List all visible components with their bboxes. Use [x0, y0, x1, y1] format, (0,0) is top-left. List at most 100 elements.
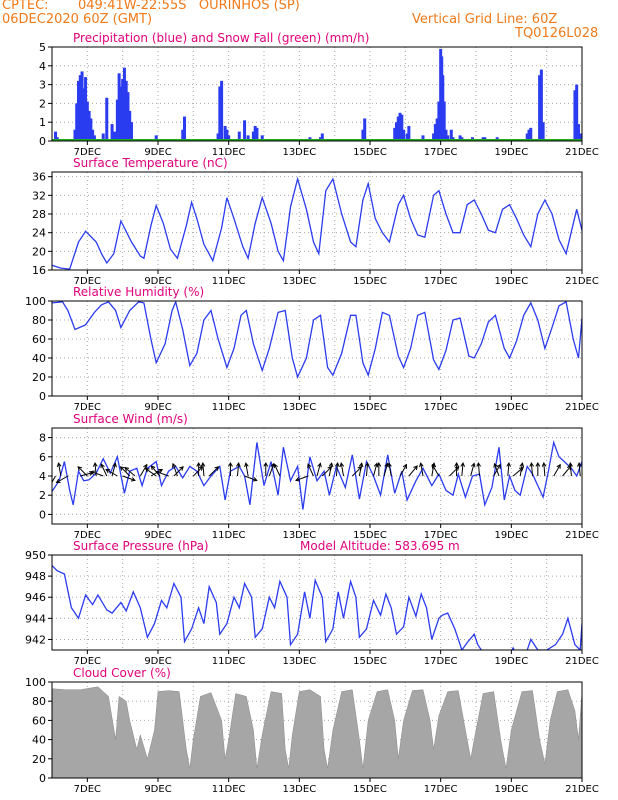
temp-panel	[48, 171, 583, 274]
precip-bar	[541, 122, 545, 141]
wind-wind-arrow	[77, 466, 88, 477]
wind-wind-arrow-head	[252, 477, 258, 482]
rh-xtick-label: 19DEC	[494, 402, 528, 413]
wind-xtick-label: 19DEC	[494, 530, 528, 541]
precip-panel	[48, 46, 583, 145]
precip-xtick-label: 7DEC	[74, 147, 101, 158]
precip-bar	[78, 75, 82, 141]
precip-bar	[119, 86, 123, 141]
wind-wind-arrow	[172, 463, 178, 477]
wind-wind-arrow	[470, 463, 475, 477]
wind-wind-arrow-head	[413, 465, 418, 471]
wind-wind-arrow-head	[198, 466, 204, 471]
temp-ytick-label: 16	[32, 264, 46, 277]
cloud-xtick-label: 13DEC	[282, 784, 316, 795]
temp-xtick-label: 9DEC	[144, 276, 171, 287]
wind-xtick-label: 9DEC	[144, 530, 171, 541]
precip-bar	[82, 88, 86, 141]
precip-bar	[218, 86, 222, 141]
temp-xtick-label: 19DEC	[494, 276, 528, 287]
precip-bar	[80, 71, 84, 141]
rh-ytick-label: 100	[25, 295, 46, 308]
wind-wind-arrow-head	[470, 462, 476, 468]
wind-wind-arrow	[373, 463, 378, 477]
precip-bar	[101, 133, 105, 141]
wind-wind-arrow	[358, 463, 363, 477]
wind-wind-arrow-head	[334, 461, 340, 467]
precip-bar	[110, 124, 114, 141]
pres-xtick-label: 15DEC	[353, 656, 387, 667]
wind-wind-arrow	[351, 466, 362, 477]
wind-wind-arrow-head	[431, 463, 437, 469]
precip-bar	[432, 133, 436, 141]
wind-wind-arrow	[156, 471, 169, 477]
header-run: 06DEC2020 60Z (GMT)	[2, 12, 153, 27]
wind-wind-arrow-head	[307, 463, 312, 469]
cloud-xtick-label: 9DEC	[144, 784, 171, 795]
rh-ytick-label: 60	[32, 333, 46, 346]
cloud-xtick-label: 19DEC	[494, 784, 528, 795]
precip-bar	[529, 127, 533, 141]
precip-bar	[73, 129, 77, 141]
precip-xtick-label: 11DEC	[212, 147, 246, 158]
wind-wind-arrow	[245, 463, 249, 477]
pres-xtick-label: 19DEC	[494, 656, 528, 667]
wind-wind-arrow-head	[105, 468, 111, 474]
cloud-xtick-label: 11DEC	[212, 784, 246, 795]
wind-xtick-label: 15DEC	[353, 530, 387, 541]
wind-xtick-label: 13DEC	[282, 530, 316, 541]
precip-xtick-label: 13DEC	[282, 147, 316, 158]
wind-wind-arrow	[507, 463, 510, 477]
wind-wind-arrow-head	[339, 462, 345, 468]
wind-wind-arrow-head	[130, 477, 136, 482]
wind-wind-arrow	[494, 463, 500, 477]
wind-wind-arrow-head	[200, 461, 206, 467]
wind-wind-arrow-head	[577, 461, 582, 467]
precip-bar	[117, 73, 121, 141]
precip-bar	[220, 80, 224, 141]
cloud-ytick-label: 40	[32, 734, 46, 747]
header-source: CPTEC:	[2, 0, 49, 13]
wind-wind-arrow	[477, 463, 481, 477]
wind-wind-arrow	[56, 475, 69, 483]
wind-wind-arrow	[328, 463, 333, 477]
wind-wind-arrow	[562, 465, 572, 477]
precip-xtick-label: 19DEC	[494, 147, 528, 158]
wind-wind-arrow	[111, 463, 116, 477]
precip-bar	[442, 101, 446, 141]
rh-xtick-label: 13DEC	[282, 402, 316, 413]
precip-bar	[458, 135, 462, 141]
precip-bar	[251, 131, 255, 141]
rh-panel	[48, 300, 583, 400]
precip-bar	[398, 112, 402, 141]
wind-wind-arrow-head	[119, 466, 125, 471]
pres-xtick-label: 13DEC	[282, 656, 316, 667]
wind-title: Surface Wind (m/s)	[73, 412, 188, 426]
wind-wind-arrow-head	[493, 462, 498, 468]
wind-ytick-label: 4	[39, 470, 46, 483]
pres-ytick-label: 948	[25, 570, 46, 583]
wind-wind-arrow-head	[55, 478, 61, 484]
temp-title: Surface Temperature (nC)	[73, 156, 228, 170]
wind-wind-arrow-head	[235, 461, 241, 467]
wind-wind-arrow	[295, 475, 309, 481]
wind-wind-arrow-head	[179, 466, 184, 471]
wind-wind-arrow-head	[112, 462, 117, 468]
precip-bar	[77, 80, 80, 141]
wind-ytick-label: 2	[39, 489, 46, 502]
precip-bar	[400, 114, 404, 141]
wind-wind-arrow-head	[476, 461, 482, 467]
cloud-panel	[48, 681, 583, 782]
wind-wind-arrow-head	[535, 461, 541, 467]
precip-bar	[260, 135, 264, 141]
temp-series	[52, 176, 582, 270]
wind-wind-arrow-head	[171, 462, 177, 468]
temp-ytick-label: 36	[32, 171, 46, 184]
precip-bar	[396, 116, 400, 141]
precip-bar	[255, 127, 259, 141]
temp-xtick-label: 15DEC	[353, 276, 387, 287]
rh-ytick-label: 0	[39, 390, 46, 403]
pres-frame	[51, 554, 583, 651]
precip-ytick-label: 2	[39, 97, 46, 110]
